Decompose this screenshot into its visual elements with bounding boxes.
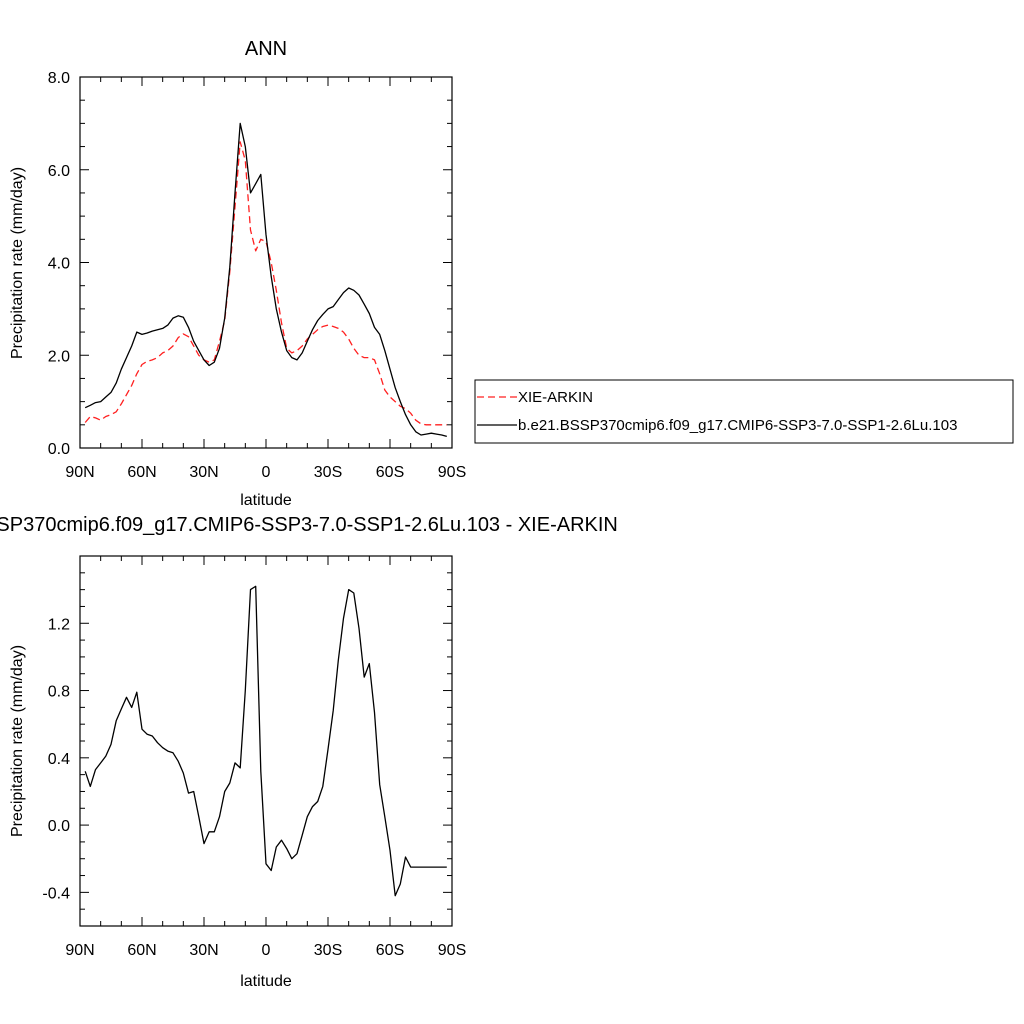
x-axis-label: latitude <box>240 973 292 990</box>
plot-frame <box>79 76 453 449</box>
legend-label-xie-arkin: XIE-ARKIN <box>518 389 593 406</box>
y-tick-label: 0.0 <box>48 818 70 835</box>
x-tick-label: 60N <box>127 942 156 959</box>
plot-frame <box>79 555 453 927</box>
series-line-b-e21-bssp370cmip6-f09-g17-cmip6-ssp3-7-0-ssp1-2-6lu-103 <box>84 122 447 438</box>
chart-title: ANN <box>245 38 287 60</box>
y-tick-label: 1.2 <box>48 616 70 633</box>
plot-area: 90N 60N 30N 0 30S 60S 90S 0.0 2.0 4.0 6.0 8.0 <box>48 70 466 481</box>
y-axis-label: Precipitation rate (mm/day) <box>9 645 26 837</box>
y-tick-label: -0.4 <box>42 885 70 902</box>
legend-box <box>474 379 1014 444</box>
x-tick-label: 30S <box>314 942 342 959</box>
y-tick-label: 6.0 <box>48 163 70 180</box>
x-tick-label: 30S <box>314 464 342 481</box>
x-tick-label: 30N <box>189 942 218 959</box>
bottom-chart: b.e21.BSSP370cmip6.f09_g17.CMIP6-SSP3-7.… <box>0 514 618 990</box>
plot-area: 90N 60N 30N 0 30S 60S 90S -0.4 0.0 0.4 0.8 1.2 <box>42 555 466 959</box>
y-tick-label: 8.0 <box>48 70 70 87</box>
x-tick-label: 0 <box>262 464 271 481</box>
top-chart: ANN 90N 60N 30N 0 30S 60S 90S 0.0 2.0 4.0 6.0 8.0 l… <box>9 38 466 509</box>
y-tick-label: 0.4 <box>48 751 70 768</box>
series-line-xie-arkin <box>84 141 447 426</box>
legend: XIE-ARKIN b.e21.BSSP370cmip6.f09_g17.CMI… <box>474 379 1014 444</box>
legend-label-model: b.e21.BSSP370cmip6.f09_g17.CMIP6-SSP3-7.… <box>518 417 957 434</box>
x-axis-label: latitude <box>240 492 292 509</box>
y-tick-label: 0.8 <box>48 684 70 701</box>
y-tick-label: 4.0 <box>48 256 70 273</box>
series-line-difference <box>84 585 447 897</box>
x-tick-label: 0 <box>262 942 271 959</box>
x-tick-label: 90N <box>65 942 94 959</box>
x-tick-label: 60S <box>376 464 404 481</box>
x-tick-label: 30N <box>189 464 218 481</box>
x-tick-label: 90S <box>438 464 466 481</box>
x-tick-label: 90S <box>438 942 466 959</box>
x-tick-label: 60N <box>127 464 156 481</box>
y-axis-label: Precipitation rate (mm/day) <box>9 167 26 359</box>
x-tick-label: 90N <box>65 464 94 481</box>
x-tick-label: 60S <box>376 942 404 959</box>
chart-title: b.e21.BSSP370cmip6.f09_g17.CMIP6-SSP3-7.… <box>0 514 618 536</box>
y-tick-label: 2.0 <box>48 348 70 365</box>
y-tick-label: 0.0 <box>48 441 70 458</box>
